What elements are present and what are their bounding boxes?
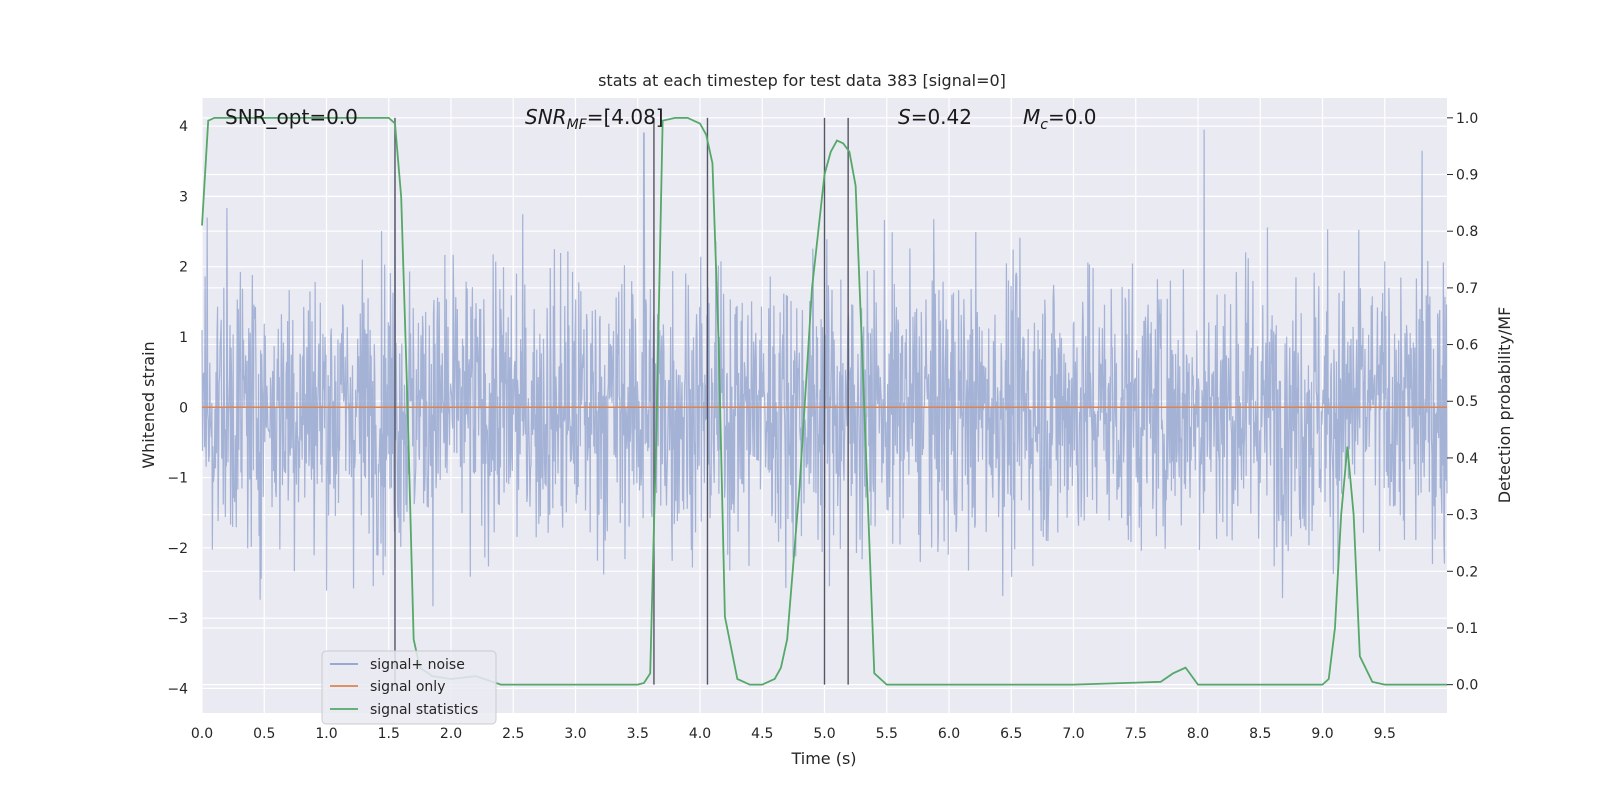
annotation-mc-sub: c [1040,117,1048,133]
legend-label-signal-noise: signal+ noise [370,657,465,673]
annotation-snr-opt: SNR_opt=0.0 [225,105,358,129]
annotation-s: S=0.42 [898,105,972,129]
x-tick-label: 2.5 [502,726,524,742]
y-right-tick-label: 0.2 [1456,564,1478,580]
annotation-s-value: =0.42 [911,105,972,129]
x-tick-label: 5.0 [813,726,835,742]
y-right-tick-label: 0.8 [1456,224,1478,240]
y-right-tick-label: 1.0 [1456,111,1478,127]
annotation-mc-name: M [1023,105,1040,129]
x-axis-label: Time (s) [790,749,856,768]
x-tick-label: 4.5 [751,726,773,742]
x-tick-label: 8.0 [1187,726,1209,742]
annotation-mc-value: =0.0 [1048,105,1097,129]
y-left-tick-label: −3 [167,611,188,627]
x-tick-label: 1.0 [315,726,337,742]
x-tick-label: 0.0 [191,726,213,742]
annotation-snr-mf-sub: MF [567,117,588,133]
x-tick-label: 3.0 [564,726,586,742]
annotation-s-name: S [898,105,911,129]
legend-label-signal-only: signal only [370,679,445,695]
annotation-mc: Mc=0.0 [1023,105,1097,133]
y-right-tick-label: 0.9 [1456,168,1478,184]
x-tick-label: 6.0 [938,726,960,742]
x-tick-label: 3.5 [627,726,649,742]
annotation-snr-mf-name: SNR [525,105,567,129]
chart-title: stats at each timestep for test data 383… [598,71,1006,90]
x-tick-label: 5.5 [876,726,898,742]
y-left-tick-label: −4 [167,681,188,697]
x-axis-ticks: 0.0 0.5 1.0 1.5 2.0 2.5 3.0 3.5 4.0 4.5 5.0 5.5 6.0 6… [191,726,1396,742]
annotation-snr-mf: SNRMF=[4.08] [525,105,664,133]
y-right-tick-label: 0.0 [1456,678,1478,694]
x-tick-label: 4.0 [689,726,711,742]
y-right-tick-label: 0.5 [1456,394,1478,410]
vertical-markers [394,117,849,685]
y-right-tick-label: 0.6 [1456,338,1478,354]
y-right-tick-label: 0.7 [1456,281,1478,297]
y-left-tick-label: 3 [179,189,188,205]
x-tick-label: 1.5 [378,726,400,742]
y-left-tick-label: −1 [167,471,188,487]
y-left-tick-label: 1 [179,330,188,346]
y-left-tick-label: 0 [179,400,188,416]
x-tick-label: 8.5 [1249,726,1271,742]
y-left-axis-ticks: −4 −3 −2 −1 0 1 2 3 4 [167,119,188,697]
legend: signal+ noise signal only signal statist… [321,650,497,725]
y-right-tick-label: 0.1 [1456,621,1478,637]
x-tick-label: 9.5 [1374,726,1396,742]
x-tick-label: 6.5 [1000,726,1022,742]
y-left-tick-label: −2 [167,541,188,557]
y-right-axis-ticks: 0.0 0.1 0.2 0.3 0.4 0.5 0.6 0.7 0.8 0.9 1.0 [1447,111,1478,694]
y-left-tick-label: 4 [179,119,188,135]
y-right-tick-label: 0.4 [1456,451,1478,467]
x-tick-label: 7.0 [1062,726,1084,742]
legend-label-signal-statistics: signal statistics [370,702,478,718]
y-right-tick-label: 0.3 [1456,508,1478,524]
x-tick-label: 0.5 [253,726,275,742]
legend-box [321,650,497,725]
y-left-tick-label: 2 [179,260,188,276]
x-tick-label: 9.0 [1311,726,1333,742]
annotation-snr-mf-value: =[4.08] [587,105,664,129]
x-tick-label: 7.5 [1125,726,1147,742]
y-right-axis-label: Detection probability/MF [1495,307,1514,504]
x-tick-label: 2.0 [440,726,462,742]
y-left-axis-label: Whitened strain [139,341,158,468]
